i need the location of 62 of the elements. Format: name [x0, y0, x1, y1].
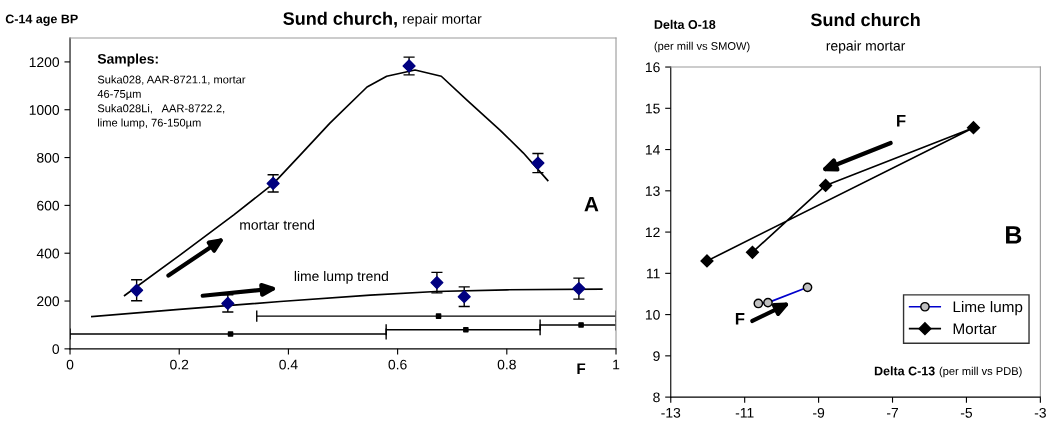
y-axis-title: C-14 age BP: [5, 14, 78, 26]
x-tick-label: -13: [661, 407, 681, 418]
x-tick-label: -3: [1034, 407, 1046, 418]
point: [966, 121, 981, 135]
annotation: Samples:: [97, 53, 158, 67]
point: [700, 254, 714, 268]
chart-subtitle: repair mortar: [403, 13, 482, 27]
point: [819, 178, 833, 193]
x-tick-label: 0.8: [497, 359, 516, 370]
annotation: Suka028, AAR-8721.1, mortar 46-75µm Suka028Li, AAR-8722.2, lime lump, 76-150µm: [97, 75, 246, 129]
y-tick-label: 400: [36, 248, 60, 259]
point: [572, 282, 586, 296]
point: [763, 297, 773, 308]
annotation: B: [1006, 226, 1022, 244]
x-tick-label: -7: [886, 408, 898, 418]
annotation: F: [897, 115, 906, 127]
y-tick-label: 1200: [29, 57, 60, 68]
y-tick-label: 800: [37, 152, 60, 163]
y-tick-label: 1000: [29, 105, 60, 115]
x-tick-label: 1: [613, 359, 620, 370]
chart-title: Sund church,: [283, 11, 397, 28]
x-tick-label: 0.4: [279, 359, 298, 370]
chart-subtitle: repair mortar: [826, 40, 906, 54]
y-tick-label: 0: [52, 344, 60, 355]
annotation: mortar trend: [240, 219, 315, 230]
annotation: A: [584, 196, 599, 212]
point: [802, 282, 813, 293]
point: [227, 331, 234, 337]
point: [531, 156, 545, 170]
x-tick-label: -9: [813, 407, 825, 418]
y-axis-title: Delta O-18 (per mill vs SMOW): [654, 19, 750, 53]
point: [435, 313, 442, 319]
point: [130, 283, 144, 297]
y-tick-label: 13: [645, 186, 660, 196]
annotation: lime lump trend: [294, 270, 388, 284]
y-tick-label: 15: [645, 103, 660, 114]
point: [430, 276, 444, 290]
y-tick-label: 16: [645, 62, 660, 73]
x-axis-title: F: [577, 363, 586, 374]
y-tick-label: 14: [645, 145, 660, 155]
point: [578, 322, 584, 328]
y-tick-label: 11: [646, 268, 660, 279]
y-tick-label: 12: [645, 227, 660, 238]
legend-label: Mortar: [953, 323, 997, 335]
y-tick-label: 9: [653, 351, 660, 362]
point: [745, 245, 760, 259]
y-tick-label: 200: [37, 296, 60, 307]
x-tick-label: 0.2: [170, 359, 189, 370]
chart-title: Sund church: [810, 12, 920, 27]
y-tick-label: 8: [653, 392, 660, 403]
x-tick-label: -5: [960, 408, 973, 418]
x-axis-title: Delta C-13 (per mill vs PDB): [874, 366, 1022, 378]
x-tick-label: 0: [66, 359, 74, 370]
y-tick-label: 600: [37, 200, 60, 211]
point: [457, 290, 471, 304]
x-tick-label: -11: [735, 408, 754, 418]
annotation: F: [735, 313, 745, 325]
y-tick-label: 10: [645, 309, 660, 320]
x-tick-label: 0.6: [388, 359, 407, 370]
point: [463, 326, 469, 333]
point: [753, 298, 764, 309]
legend-label: Lime lump: [953, 301, 1023, 316]
